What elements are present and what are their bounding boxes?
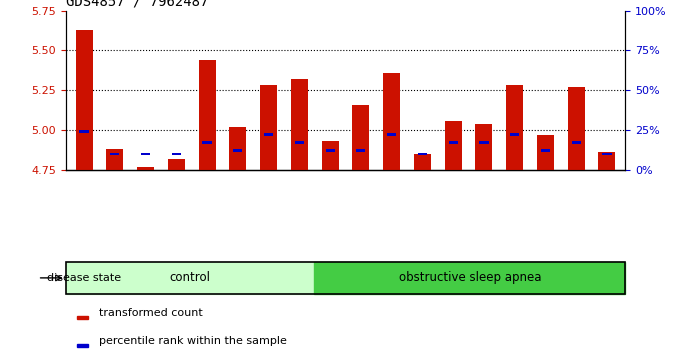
Bar	[106, 149, 123, 170]
Bar	[172, 153, 181, 155]
Bar	[202, 141, 211, 144]
Bar	[537, 135, 554, 170]
Bar	[79, 130, 88, 133]
Bar	[357, 149, 366, 152]
Bar	[568, 87, 585, 170]
Bar	[168, 159, 184, 170]
Bar	[111, 153, 120, 155]
Bar	[260, 85, 277, 170]
Text: disease state: disease state	[47, 273, 121, 283]
Bar	[291, 79, 307, 170]
Bar	[352, 104, 369, 170]
Bar	[598, 152, 616, 170]
Bar	[541, 149, 550, 152]
Bar	[77, 316, 88, 319]
Text: transformed count: transformed count	[100, 308, 203, 318]
Bar	[384, 73, 400, 170]
Bar	[66, 262, 314, 294]
Bar	[387, 133, 396, 136]
Bar	[137, 167, 154, 170]
Bar	[480, 141, 489, 144]
Bar	[418, 153, 427, 155]
Bar	[445, 121, 462, 170]
Bar	[198, 60, 216, 170]
Text: control: control	[169, 272, 211, 284]
Bar	[234, 149, 243, 152]
Bar	[571, 141, 580, 144]
Text: GDS4857 / 7962487: GDS4857 / 7962487	[66, 0, 208, 8]
Bar	[507, 85, 523, 170]
Bar	[414, 154, 431, 170]
Bar	[603, 153, 612, 155]
Bar	[295, 141, 304, 144]
Bar	[77, 344, 88, 347]
Bar	[448, 141, 457, 144]
Bar	[510, 133, 519, 136]
Text: percentile rank within the sample: percentile rank within the sample	[100, 336, 287, 346]
Bar	[264, 133, 273, 136]
Bar	[475, 124, 493, 170]
Bar	[322, 141, 339, 170]
Bar	[141, 153, 150, 155]
Bar	[314, 262, 625, 294]
Bar	[75, 30, 93, 170]
Bar	[229, 127, 246, 170]
Bar	[325, 149, 334, 152]
Text: obstructive sleep apnea: obstructive sleep apnea	[399, 272, 541, 284]
